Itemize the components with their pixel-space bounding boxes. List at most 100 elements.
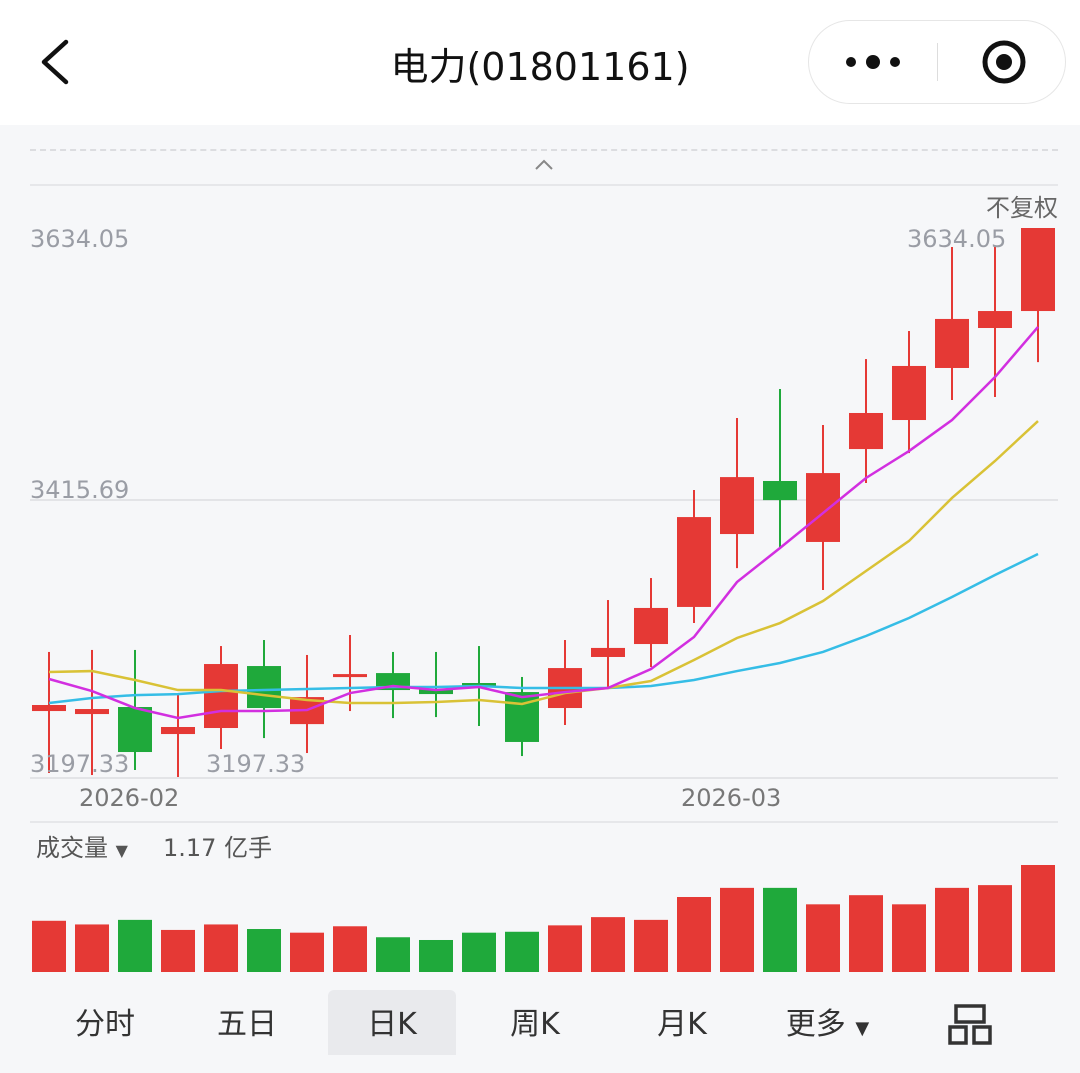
candle-body: [32, 705, 66, 712]
tab-weekly-k[interactable]: 周K: [510, 1007, 560, 1042]
volume-bar: [935, 887, 969, 972]
candle-body: [333, 674, 367, 678]
volume-bar: [333, 926, 367, 972]
volume-bar: [505, 931, 539, 972]
volume-bar: [118, 919, 152, 972]
tab-more[interactable]: 更多 ▼: [770, 990, 885, 1055]
target-circle-icon: [982, 40, 1026, 84]
candle-body: [677, 517, 711, 607]
more-button[interactable]: [809, 21, 937, 103]
candle: [204, 646, 238, 750]
ma5-line: [48, 326, 1039, 720]
candle-body: [75, 709, 109, 715]
candle: [32, 651, 66, 774]
min-price-marker: 3197.33: [206, 750, 306, 778]
candle-body: [247, 666, 281, 709]
volume-bar: [204, 924, 238, 972]
candle-body: [462, 683, 496, 687]
volume-bar: [849, 895, 883, 972]
volume-bar: [290, 932, 324, 972]
divider: [30, 821, 1058, 823]
mini-program-capsule: [808, 20, 1066, 104]
volume-label: 成交量: [36, 834, 108, 862]
ma10-line: [48, 420, 1039, 706]
grid-layout-icon: [948, 1004, 992, 1045]
chevron-left-icon: [41, 39, 69, 85]
candle: [806, 425, 840, 590]
candle: [118, 649, 152, 770]
volume-bar: [591, 917, 625, 972]
kline-chart[interactable]: [0, 0, 1080, 990]
candle: [591, 600, 625, 688]
candle-body: [806, 473, 840, 542]
volume-bar: [462, 932, 496, 972]
tab-monthly-k[interactable]: 月K: [657, 1007, 707, 1042]
volume-bar: [548, 925, 582, 972]
volume-bar: [419, 939, 453, 972]
candle-body: [892, 365, 926, 421]
candle-body: [720, 477, 754, 535]
candle: [634, 578, 668, 668]
close-button[interactable]: [938, 21, 1065, 103]
candle: [978, 247, 1012, 398]
candle-body: [1021, 228, 1055, 312]
caret-down-icon: ▼: [115, 841, 128, 860]
y-label-bottom: 3197.33: [30, 750, 130, 778]
volume-bar: [634, 919, 668, 972]
caret-down-icon: ▼: [855, 1018, 870, 1039]
layout-button[interactable]: [930, 990, 1010, 1055]
volume-bar: [978, 885, 1012, 972]
volume-bar: [892, 904, 926, 972]
candle: [1021, 228, 1055, 363]
volume-bar: [376, 937, 410, 972]
candle-body: [634, 607, 668, 645]
candle: [548, 640, 582, 725]
divider: [30, 184, 1058, 186]
y-label-mid: 3415.69: [30, 476, 130, 504]
candle: [849, 359, 883, 484]
volume-bar: [1021, 865, 1055, 972]
chevron-up-icon: [535, 159, 553, 170]
back-button[interactable]: [30, 30, 80, 90]
volume-bar: [161, 929, 195, 972]
y-label-top: 3634.05: [30, 225, 130, 253]
more-dots-icon: [846, 55, 900, 69]
volume-indicator-select[interactable]: 成交量 ▼: [36, 828, 128, 863]
candle-body: [419, 689, 453, 695]
candle-body: [763, 480, 797, 501]
candle-body: [978, 311, 1012, 329]
volume-bar: [32, 920, 66, 972]
period-tabs: 分时 五日 日K 周K 月K 更多 ▼: [0, 990, 1080, 1055]
collapse-button[interactable]: [530, 152, 558, 176]
candle-body: [849, 412, 883, 450]
dashed-divider: [30, 149, 1058, 151]
volume-bar: [247, 929, 281, 972]
candle-body: [118, 707, 152, 753]
candle-body: [505, 692, 539, 742]
candle: [333, 634, 367, 712]
candle-body: [161, 727, 195, 735]
volume-bar: [75, 924, 109, 972]
tab-five-day[interactable]: 五日: [217, 1007, 277, 1042]
max-price-marker: 3634.05: [907, 225, 1007, 253]
candle: [419, 651, 453, 718]
date-label: 2026-03: [681, 784, 782, 812]
candle: [892, 331, 926, 454]
candle: [677, 490, 711, 624]
top-bar: 电力(01801161): [0, 0, 1080, 125]
adjust-mode-label[interactable]: 不复权: [986, 194, 1058, 222]
candle: [161, 693, 195, 777]
tab-daily-k[interactable]: 日K: [328, 990, 456, 1055]
volume-bar: [763, 887, 797, 972]
candle-body: [935, 318, 969, 368]
volume-bar: [806, 904, 840, 972]
page-title: 电力(01801161): [390, 45, 690, 89]
volume-value: 1.17 亿手: [163, 834, 273, 862]
tab-intraday[interactable]: 分时: [75, 1007, 135, 1042]
capsule-divider: [937, 43, 938, 81]
tab-more-label: 更多: [785, 1007, 846, 1042]
volume-bar: [720, 887, 754, 972]
candle-body: [591, 647, 625, 657]
candle: [247, 640, 281, 739]
candle: [763, 388, 797, 548]
